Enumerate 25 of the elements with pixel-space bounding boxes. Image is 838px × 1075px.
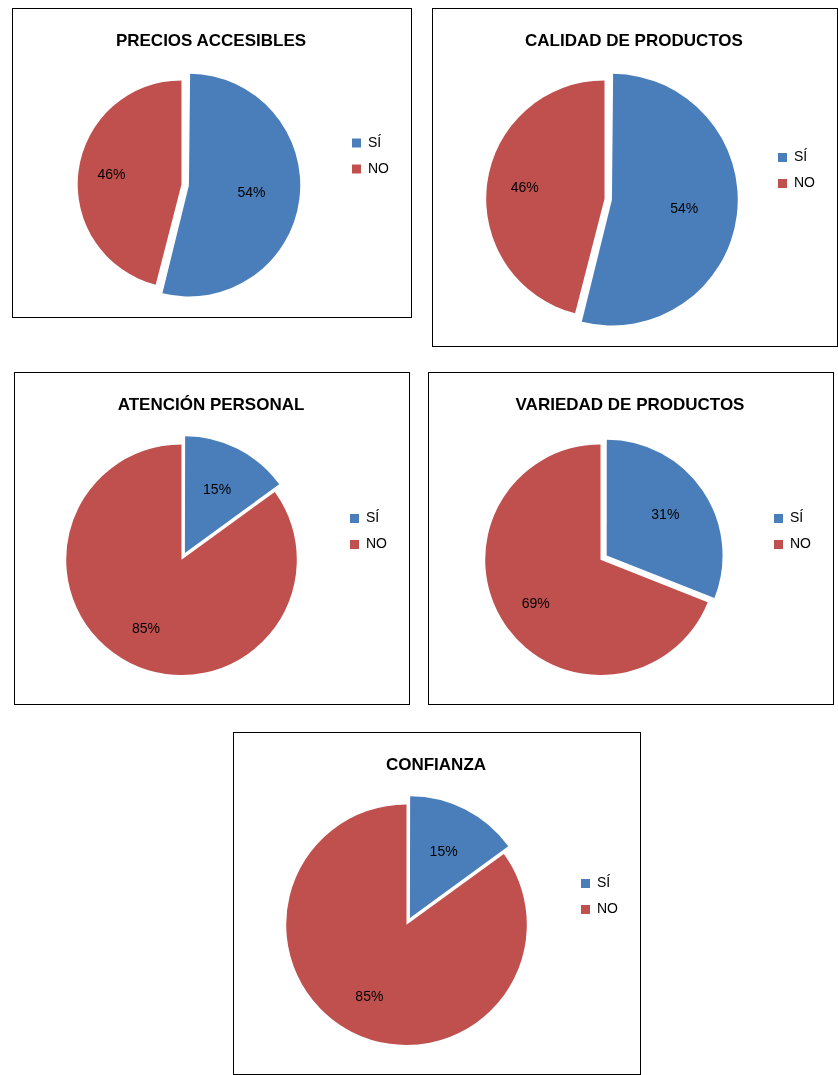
data-label: 15%: [203, 480, 232, 497]
data-label: 85%: [355, 988, 384, 1005]
data-label: 69%: [521, 594, 550, 611]
legend-label: NO: [366, 535, 388, 552]
data-label: 54%: [670, 199, 699, 216]
data-label: 15%: [429, 842, 458, 859]
data-label: 31%: [651, 506, 680, 523]
legend-label: NO: [790, 535, 812, 552]
chart-title: CONFIANZA: [385, 754, 487, 774]
chart-title: CALIDAD DE PRODUCTOS: [525, 30, 743, 50]
data-label: 85%: [131, 620, 160, 637]
chart-title: ATENCIÓN PERSONAL: [117, 394, 305, 414]
chart-title: VARIEDAD DE PRODUCTOS: [515, 394, 745, 414]
legend-label: SÍ: [794, 148, 808, 165]
data-label: 54%: [237, 183, 266, 200]
legend-label: NO: [368, 159, 390, 176]
data-label: 46%: [97, 166, 126, 183]
legend-label: NO: [794, 174, 816, 191]
data-label: 46%: [510, 179, 539, 196]
legend-label: SÍ: [597, 874, 611, 891]
chart-title: PRECIOS ACCESIBLES: [115, 30, 307, 50]
legend-label: SÍ: [368, 133, 382, 150]
legend-label: SÍ: [366, 509, 380, 526]
legend-label: SÍ: [790, 509, 804, 526]
legend-label: NO: [597, 900, 619, 917]
